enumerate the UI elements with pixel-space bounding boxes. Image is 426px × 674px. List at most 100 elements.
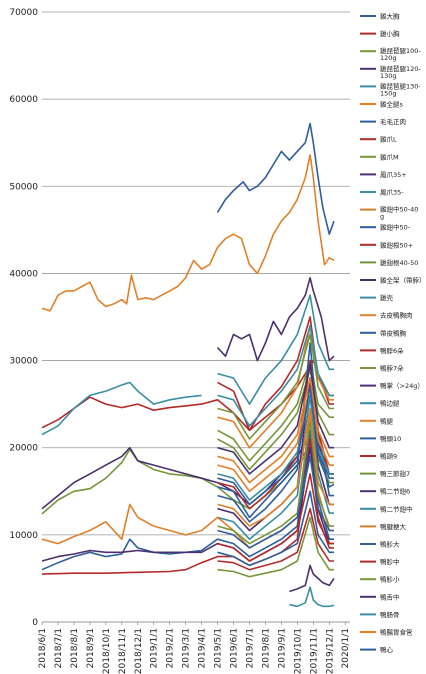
- x-tick-label: 2018/11/1: [118, 628, 128, 674]
- legend-label: 鴨肠骨: [380, 610, 400, 619]
- series-line: [217, 516, 334, 578]
- series-line: [217, 359, 334, 462]
- series-line: [217, 364, 334, 475]
- series-line: [289, 586, 335, 608]
- x-tick-label: 2018/6/1: [38, 628, 48, 668]
- series-line: [217, 420, 334, 545]
- x-tick-label: 2019/7/1: [245, 628, 255, 668]
- series-line: [41, 429, 334, 510]
- legend-label: 鴨腱梗大: [380, 522, 407, 531]
- legend-label: 鴨胗中: [380, 557, 400, 566]
- legend-label: 鳳爪35+: [380, 171, 407, 179]
- x-tick-label: 2019/5/1: [214, 628, 224, 668]
- legend-label: 雞爪M: [380, 152, 399, 161]
- series-line: [217, 324, 334, 449]
- y-tick-label: 10000: [9, 531, 38, 541]
- x-tick-label: 2019/6/1: [230, 628, 240, 668]
- legend-label: 雞爪L: [380, 135, 397, 144]
- y-tick-label: 0: [32, 618, 38, 628]
- x-tick-label: 2020/1/1: [341, 628, 351, 668]
- legend-label-cont: g: [380, 213, 384, 221]
- series-line: [217, 324, 334, 427]
- x-tick-label: 2019/2/1: [166, 628, 176, 668]
- x-tick-label: 2019/3/1: [182, 628, 192, 668]
- legend-label: 去皮鴨胸肉: [380, 311, 413, 320]
- x-tick-label: 2019/11/1: [309, 628, 319, 674]
- series-line: [216, 277, 335, 362]
- series-line: [217, 385, 334, 493]
- series-line: [217, 294, 334, 405]
- legend-label: 鴨頭10: [380, 434, 401, 443]
- x-tick-label: 2019/12/1: [325, 628, 335, 674]
- legend-label: 鴨胗大: [380, 540, 400, 549]
- legend-label: 鴨脖6朵: [380, 346, 404, 355]
- legend-label: 鴨心: [380, 645, 394, 654]
- legend-label: 雞翅根40-50: [380, 258, 418, 267]
- legend-label: 鳳爪35-: [380, 189, 404, 197]
- legend-label: 鴨胗小: [380, 575, 400, 584]
- legend-label: 雞大胸: [380, 12, 400, 21]
- legend-label: 雞壳: [380, 293, 394, 302]
- legend-label: 鴨頭9: [380, 452, 397, 461]
- series-line: [41, 429, 334, 571]
- series-line: [41, 381, 202, 436]
- legend-label: 鴨边腿: [380, 399, 400, 408]
- y-tick-label: 30000: [9, 357, 38, 367]
- x-tick-label: 2019/4/1: [198, 628, 208, 668]
- x-axis: 2018/6/1 2018/7/1 2018/8/1 2018/9/1 2018/10/…: [38, 622, 351, 674]
- series-layer: [41, 122, 335, 608]
- series-line: [217, 377, 334, 484]
- legend-label: 鴨三節翅7: [380, 469, 410, 478]
- legend-label: 雞琵琶腿100-: [380, 46, 421, 55]
- legend-label-cont: 130g: [380, 72, 397, 80]
- x-tick-label: 2019/1/1: [150, 628, 160, 668]
- x-tick-label: 2018/8/1: [70, 628, 80, 668]
- x-tick-label: 2018/7/1: [54, 628, 64, 668]
- y-tick-label: 70000: [9, 8, 38, 18]
- legend-label: 鴨掌（>24g）: [380, 381, 424, 390]
- x-tick-label: 2018/9/1: [86, 628, 96, 668]
- y-axis: 0 10000 20000 30000 40000 50000 60000 70000: [9, 8, 38, 628]
- legend-label: 雞翅中50-: [380, 223, 411, 232]
- series-line: [217, 333, 334, 440]
- legend-label: 雞全腿s: [380, 100, 404, 109]
- series-line: [217, 407, 334, 527]
- series-line: [216, 122, 335, 235]
- y-tick-label: 60000: [9, 95, 38, 105]
- series-line: [217, 385, 334, 506]
- x-tick-label: 2018/12/1: [134, 628, 144, 674]
- legend-label: 雞翅根50+: [380, 240, 413, 249]
- y-tick-label: 50000: [9, 182, 38, 192]
- series-line: [217, 368, 334, 471]
- legend-label: 雞琵琶腿120-: [380, 64, 421, 73]
- legend-label: 鴨舌中: [380, 592, 400, 601]
- series-line: [41, 154, 335, 312]
- series-line: [289, 564, 335, 593]
- x-tick-label: 2018/10/1: [102, 628, 112, 674]
- legend-label: 鴨二节翅6: [380, 487, 410, 496]
- series-line: [217, 394, 334, 501]
- legend-label: 鴨腸胃食管: [380, 628, 413, 637]
- y-tick-label: 20000: [9, 444, 38, 454]
- series-line: [217, 490, 334, 567]
- series-line: [217, 342, 334, 523]
- series-line: [217, 316, 334, 432]
- series-line: [217, 473, 334, 562]
- legend-label: 雞翅中50-40: [380, 205, 418, 214]
- legend-label: 鴨二节翅中: [380, 504, 413, 513]
- legend-label: 雞琵琶腿130-: [380, 81, 421, 90]
- legend-label: 鴨腿: [380, 416, 394, 425]
- legend-label: 帶皮鴨胸: [380, 328, 407, 337]
- y-tick-label: 40000: [9, 269, 38, 279]
- series-line: [217, 507, 334, 571]
- legend-label-cont: 150g: [380, 89, 397, 97]
- legend-label: 毛毛正肉: [380, 117, 406, 126]
- legend-label: 鴨脖7朵: [380, 364, 404, 373]
- series-line: [217, 438, 335, 519]
- series-line: [217, 455, 334, 549]
- legend-label: 雞小胸: [380, 29, 400, 38]
- legend-label-cont: 120g: [380, 54, 397, 62]
